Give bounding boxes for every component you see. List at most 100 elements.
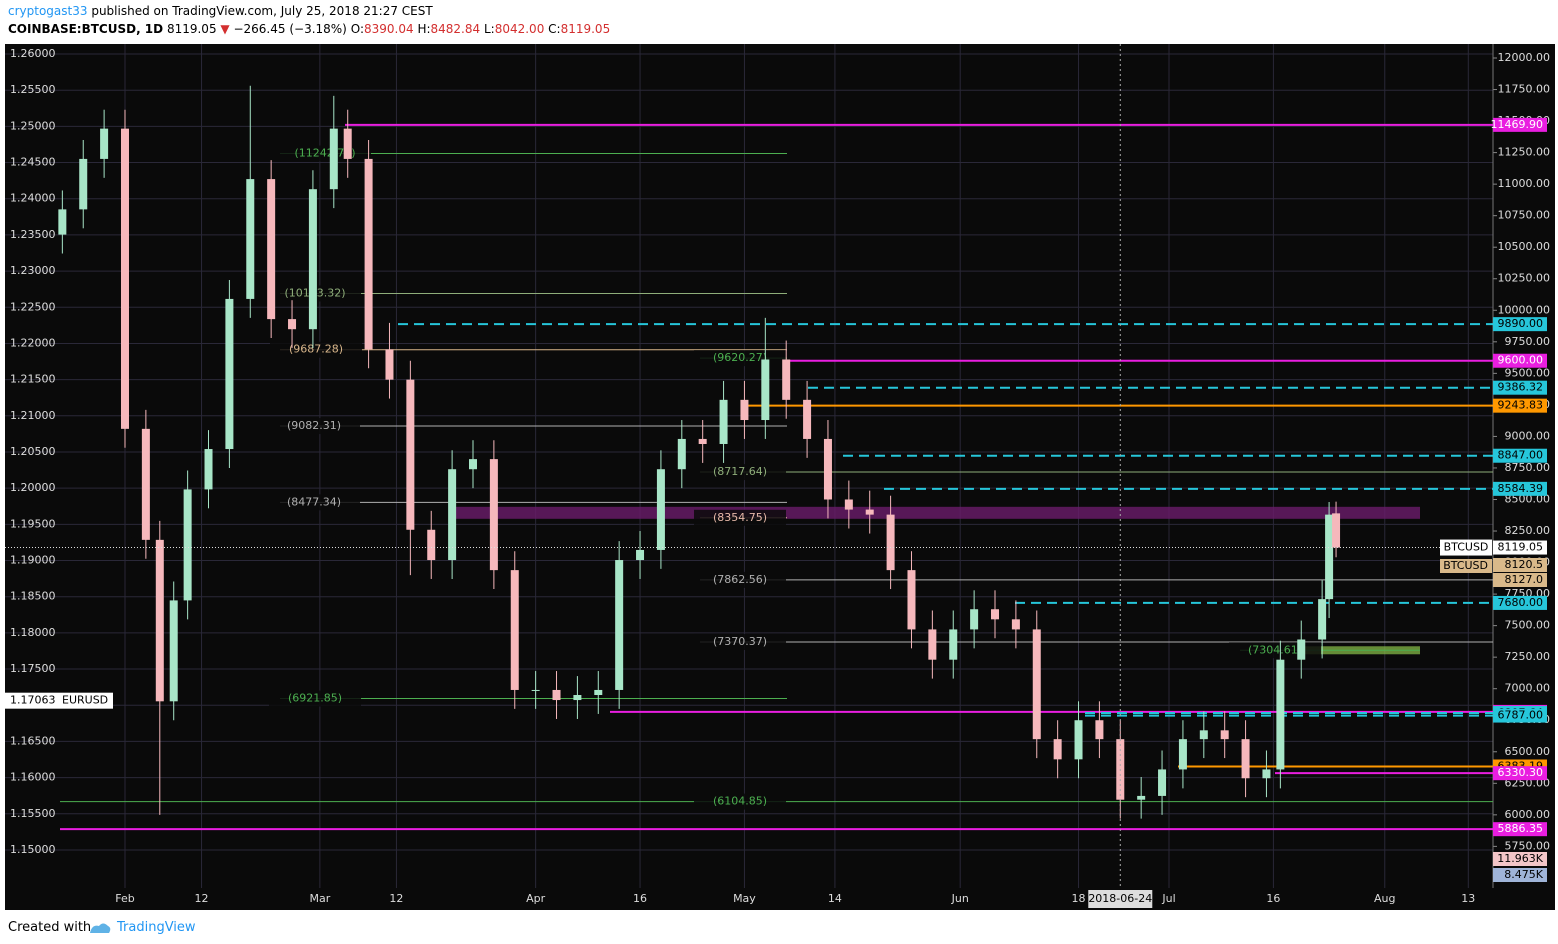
candle-body: [120, 128, 129, 429]
candle-body: [100, 128, 109, 159]
eurusd-price: 1.17063: [10, 694, 56, 707]
side-label: 11.963K: [1497, 852, 1543, 865]
candle-body: [991, 609, 1000, 620]
candle-body: [594, 689, 603, 696]
y2-tick-label: 1.23000: [10, 264, 56, 277]
y2-tick-label: 1.20500: [10, 445, 56, 458]
candle-body: [761, 359, 770, 421]
fib-label: (7304.61): [1248, 643, 1302, 656]
y-tick-label: 6500.00: [1505, 745, 1551, 758]
y-tick-label: 7000.00: [1505, 682, 1551, 695]
y2-tick-label: 1.20000: [10, 481, 56, 494]
quote-line: COINBASE:BTCUSD, 1D 8119.05 ▼ −266.45 (−…: [8, 22, 610, 36]
candle-body: [970, 609, 979, 630]
y2-tick-label: 1.22500: [10, 300, 56, 313]
candle-body: [1053, 739, 1062, 760]
created: Created with: [8, 920, 92, 935]
candle-body: [267, 179, 276, 320]
price-label-bg: [1493, 540, 1547, 555]
change: −266.45 (−3.18%): [233, 22, 347, 36]
fib-label: (7862.56): [713, 573, 767, 586]
candle-body: [246, 179, 255, 299]
fib-label-bg: [694, 793, 786, 810]
candle-body: [949, 629, 958, 660]
candle-body: [1220, 730, 1229, 740]
fib-label-bg: [268, 494, 360, 511]
candle-body: [204, 449, 213, 490]
author[interactable]: cryptogast33: [8, 4, 88, 18]
eurusd-bg: [5, 692, 113, 709]
candle-body: [865, 509, 874, 515]
y-tick-label: 11250.00: [1498, 146, 1551, 159]
level-label: 6787.00: [1498, 709, 1544, 722]
y-tick-label: 5750.00: [1505, 839, 1551, 852]
x-tick-label: 13: [1461, 892, 1475, 905]
candle-body: [677, 438, 686, 470]
x-tick-label: 12: [195, 892, 209, 905]
candle-body: [531, 689, 540, 691]
fib-label-bg: [694, 633, 786, 650]
x-tick-label: 12: [389, 892, 403, 905]
level-label-bg: [1493, 317, 1547, 332]
y2-tick-label: 1.23500: [10, 228, 56, 241]
fib-label: (11242.77): [294, 147, 355, 160]
y2-tick-label: 1.24000: [10, 192, 56, 205]
side-label-bg: [1493, 868, 1547, 882]
y-tick-label: 10000.00: [1498, 303, 1551, 316]
side-label-bg: [1493, 573, 1547, 587]
y-tick-label: 8250.00: [1505, 524, 1551, 537]
candle-body: [803, 399, 812, 439]
x-tick-label: Jun: [951, 892, 969, 905]
candle-body: [141, 428, 150, 540]
y-tick-label: 10750.00: [1498, 209, 1551, 222]
y2-tick-label: 1.15000: [10, 843, 56, 856]
fib-label: (6104.85): [713, 795, 767, 808]
level-label-bg: [1493, 481, 1547, 496]
x-tick-label: 18: [1072, 892, 1086, 905]
x-tick-label: 16: [1266, 892, 1280, 905]
o-val: 8390.04: [363, 22, 414, 36]
level-label: 9386.32: [1498, 381, 1544, 394]
y2-tick-label: 1.16500: [10, 734, 56, 747]
l-key: L:: [483, 22, 495, 36]
y2-tick-label: 1.22000: [10, 336, 56, 349]
candle-body: [1032, 629, 1041, 740]
fib-label: (7370.37): [713, 635, 767, 648]
y2-tick-label: 1.21000: [10, 409, 56, 422]
level-label: 11469.90: [1491, 118, 1544, 131]
fib-label: (9620.27): [713, 351, 767, 364]
side-label: BTCUSD: [1443, 559, 1488, 572]
last: 8119.05: [166, 22, 217, 36]
fib-label: (9082.31): [287, 419, 341, 432]
y-tick-label: 10500.00: [1498, 240, 1551, 253]
candle-body: [823, 438, 832, 500]
eurusd-name: EURUSD: [62, 694, 108, 707]
candle-body: [928, 629, 937, 660]
y2-tick-label: 1.25000: [10, 119, 56, 132]
brand[interactable]: TradingView: [117, 920, 196, 935]
x-tick-label: Apr: [526, 892, 546, 905]
y2-tick-label: 1.24500: [10, 156, 56, 169]
candle-body: [58, 209, 67, 235]
candle-body: [1199, 730, 1208, 740]
c-key: C:: [548, 22, 561, 36]
side-label-bg: [1493, 558, 1547, 572]
side-label: 8.475K: [1504, 868, 1543, 881]
candle-body: [364, 158, 373, 350]
h-val: 8482.84: [430, 22, 481, 36]
zone: [450, 506, 1420, 519]
x-tick-label: Jul: [1161, 892, 1175, 905]
x-axis-bg: [5, 888, 1555, 910]
h-key: H:: [417, 22, 431, 36]
candle-body: [225, 298, 234, 450]
footer: Created with TradingView: [0, 914, 1558, 944]
side-label: 8120.5: [1505, 558, 1544, 571]
level-label-bg: [1493, 448, 1547, 463]
candle-body: [719, 399, 728, 444]
axis-bg: [1493, 44, 1555, 888]
level-label: 9243.83: [1498, 399, 1544, 412]
publish-line: cryptogast33 published on TradingView.co…: [8, 4, 433, 18]
price-name: BTCUSD: [1444, 541, 1489, 554]
x-tick-label: Feb: [115, 892, 134, 905]
